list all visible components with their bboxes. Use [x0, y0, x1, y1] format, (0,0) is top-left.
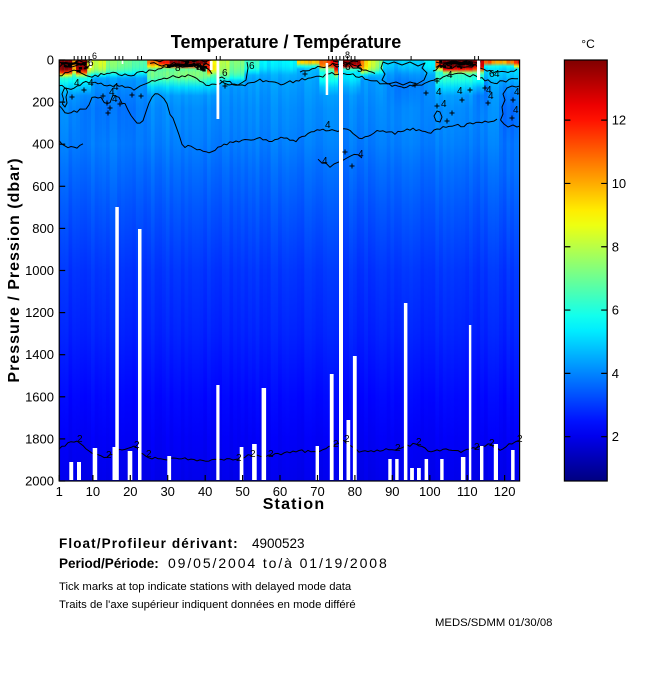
- svg-text:40: 40: [198, 484, 212, 499]
- svg-text:30: 30: [160, 484, 174, 499]
- svg-text:50: 50: [235, 484, 249, 499]
- svg-text:60: 60: [273, 484, 287, 499]
- svg-text:1000: 1000: [25, 263, 54, 278]
- svg-text:70: 70: [310, 484, 324, 499]
- svg-text:200: 200: [32, 95, 54, 110]
- svg-text:120: 120: [494, 484, 516, 499]
- svg-text:2: 2: [250, 449, 256, 460]
- svg-text:Float/Profileur dérivant:: Float/Profileur dérivant:: [59, 536, 239, 551]
- svg-text:5: 5: [357, 64, 363, 75]
- svg-text:Period/Période:: Period/Période:: [59, 556, 159, 571]
- svg-text:09/05/2004 to/à 01/19/2008: 09/05/2004 to/à 01/19/2008: [168, 555, 389, 571]
- svg-text:Tick marks at top indicate sta: Tick marks at top indicate stations with…: [59, 581, 352, 593]
- svg-text:100: 100: [419, 484, 441, 499]
- svg-text:Temperature / Température: Temperature / Température: [171, 32, 401, 52]
- svg-text:2: 2: [333, 439, 339, 450]
- svg-text:110: 110: [457, 484, 478, 499]
- svg-text:10: 10: [612, 176, 626, 191]
- svg-text:2: 2: [106, 450, 112, 461]
- svg-text:2: 2: [134, 440, 140, 451]
- svg-text:6: 6: [489, 69, 495, 80]
- svg-text:10: 10: [86, 484, 100, 499]
- svg-text:4: 4: [447, 70, 453, 81]
- svg-text:4: 4: [74, 78, 80, 89]
- svg-text:4: 4: [488, 91, 494, 102]
- svg-text:4: 4: [486, 85, 492, 96]
- svg-text:1600: 1600: [25, 389, 54, 404]
- svg-text:2000: 2000: [25, 474, 54, 489]
- svg-text:2: 2: [395, 443, 401, 454]
- svg-text:6: 6: [249, 61, 255, 72]
- svg-text:20: 20: [123, 484, 137, 499]
- svg-text:4: 4: [457, 86, 463, 97]
- svg-text:6: 6: [612, 303, 619, 318]
- svg-text:8: 8: [196, 62, 202, 73]
- svg-text:4: 4: [441, 99, 447, 110]
- svg-text:400: 400: [32, 137, 54, 152]
- svg-text:4: 4: [112, 94, 118, 105]
- svg-text:2: 2: [236, 453, 242, 464]
- svg-text:4: 4: [514, 87, 520, 98]
- svg-text:4: 4: [109, 87, 115, 98]
- svg-text:2: 2: [416, 437, 422, 448]
- svg-text:6: 6: [222, 68, 228, 79]
- svg-text:MEDS/SDMM 01/30/08: MEDS/SDMM 01/30/08: [435, 617, 552, 629]
- svg-text:1200: 1200: [25, 305, 54, 320]
- svg-text:4: 4: [322, 156, 328, 167]
- svg-text:4: 4: [494, 69, 500, 80]
- svg-text:800: 800: [32, 221, 54, 236]
- svg-text:2: 2: [146, 449, 152, 460]
- svg-text:1400: 1400: [25, 347, 54, 362]
- svg-text:6: 6: [88, 58, 94, 69]
- svg-text:1: 1: [56, 484, 63, 499]
- svg-text:8: 8: [345, 50, 350, 60]
- svg-text:Station: Station: [263, 496, 326, 513]
- svg-text:6: 6: [345, 62, 351, 73]
- svg-text:600: 600: [32, 179, 54, 194]
- svg-text:12: 12: [612, 113, 626, 128]
- svg-text:2: 2: [77, 434, 83, 445]
- svg-text:4: 4: [358, 149, 364, 160]
- svg-text:4: 4: [436, 87, 442, 98]
- svg-text:2: 2: [268, 449, 274, 460]
- svg-text:6: 6: [92, 51, 97, 61]
- svg-text:4: 4: [113, 82, 119, 93]
- svg-text:80: 80: [348, 484, 362, 499]
- svg-text:4: 4: [88, 78, 94, 89]
- svg-text:8: 8: [612, 239, 619, 254]
- svg-text:2: 2: [474, 442, 480, 453]
- svg-text:°C: °C: [581, 37, 595, 51]
- svg-text:8: 8: [175, 63, 181, 74]
- svg-text:4: 4: [325, 120, 331, 131]
- svg-text:4: 4: [513, 105, 519, 116]
- svg-text:2: 2: [344, 434, 350, 445]
- svg-text:Traits de l'axe supérieur indi: Traits de l'axe supérieur indiquent donn…: [59, 599, 356, 611]
- svg-text:Pressure / Pression (dbar): Pressure / Pression (dbar): [6, 157, 23, 382]
- svg-text:4900523: 4900523: [252, 536, 305, 551]
- svg-text:90: 90: [385, 484, 399, 499]
- svg-text:0: 0: [47, 53, 54, 68]
- svg-text:4: 4: [612, 366, 619, 381]
- svg-text:1800: 1800: [25, 431, 54, 446]
- svg-text:2: 2: [489, 438, 495, 449]
- svg-text:2: 2: [612, 429, 619, 444]
